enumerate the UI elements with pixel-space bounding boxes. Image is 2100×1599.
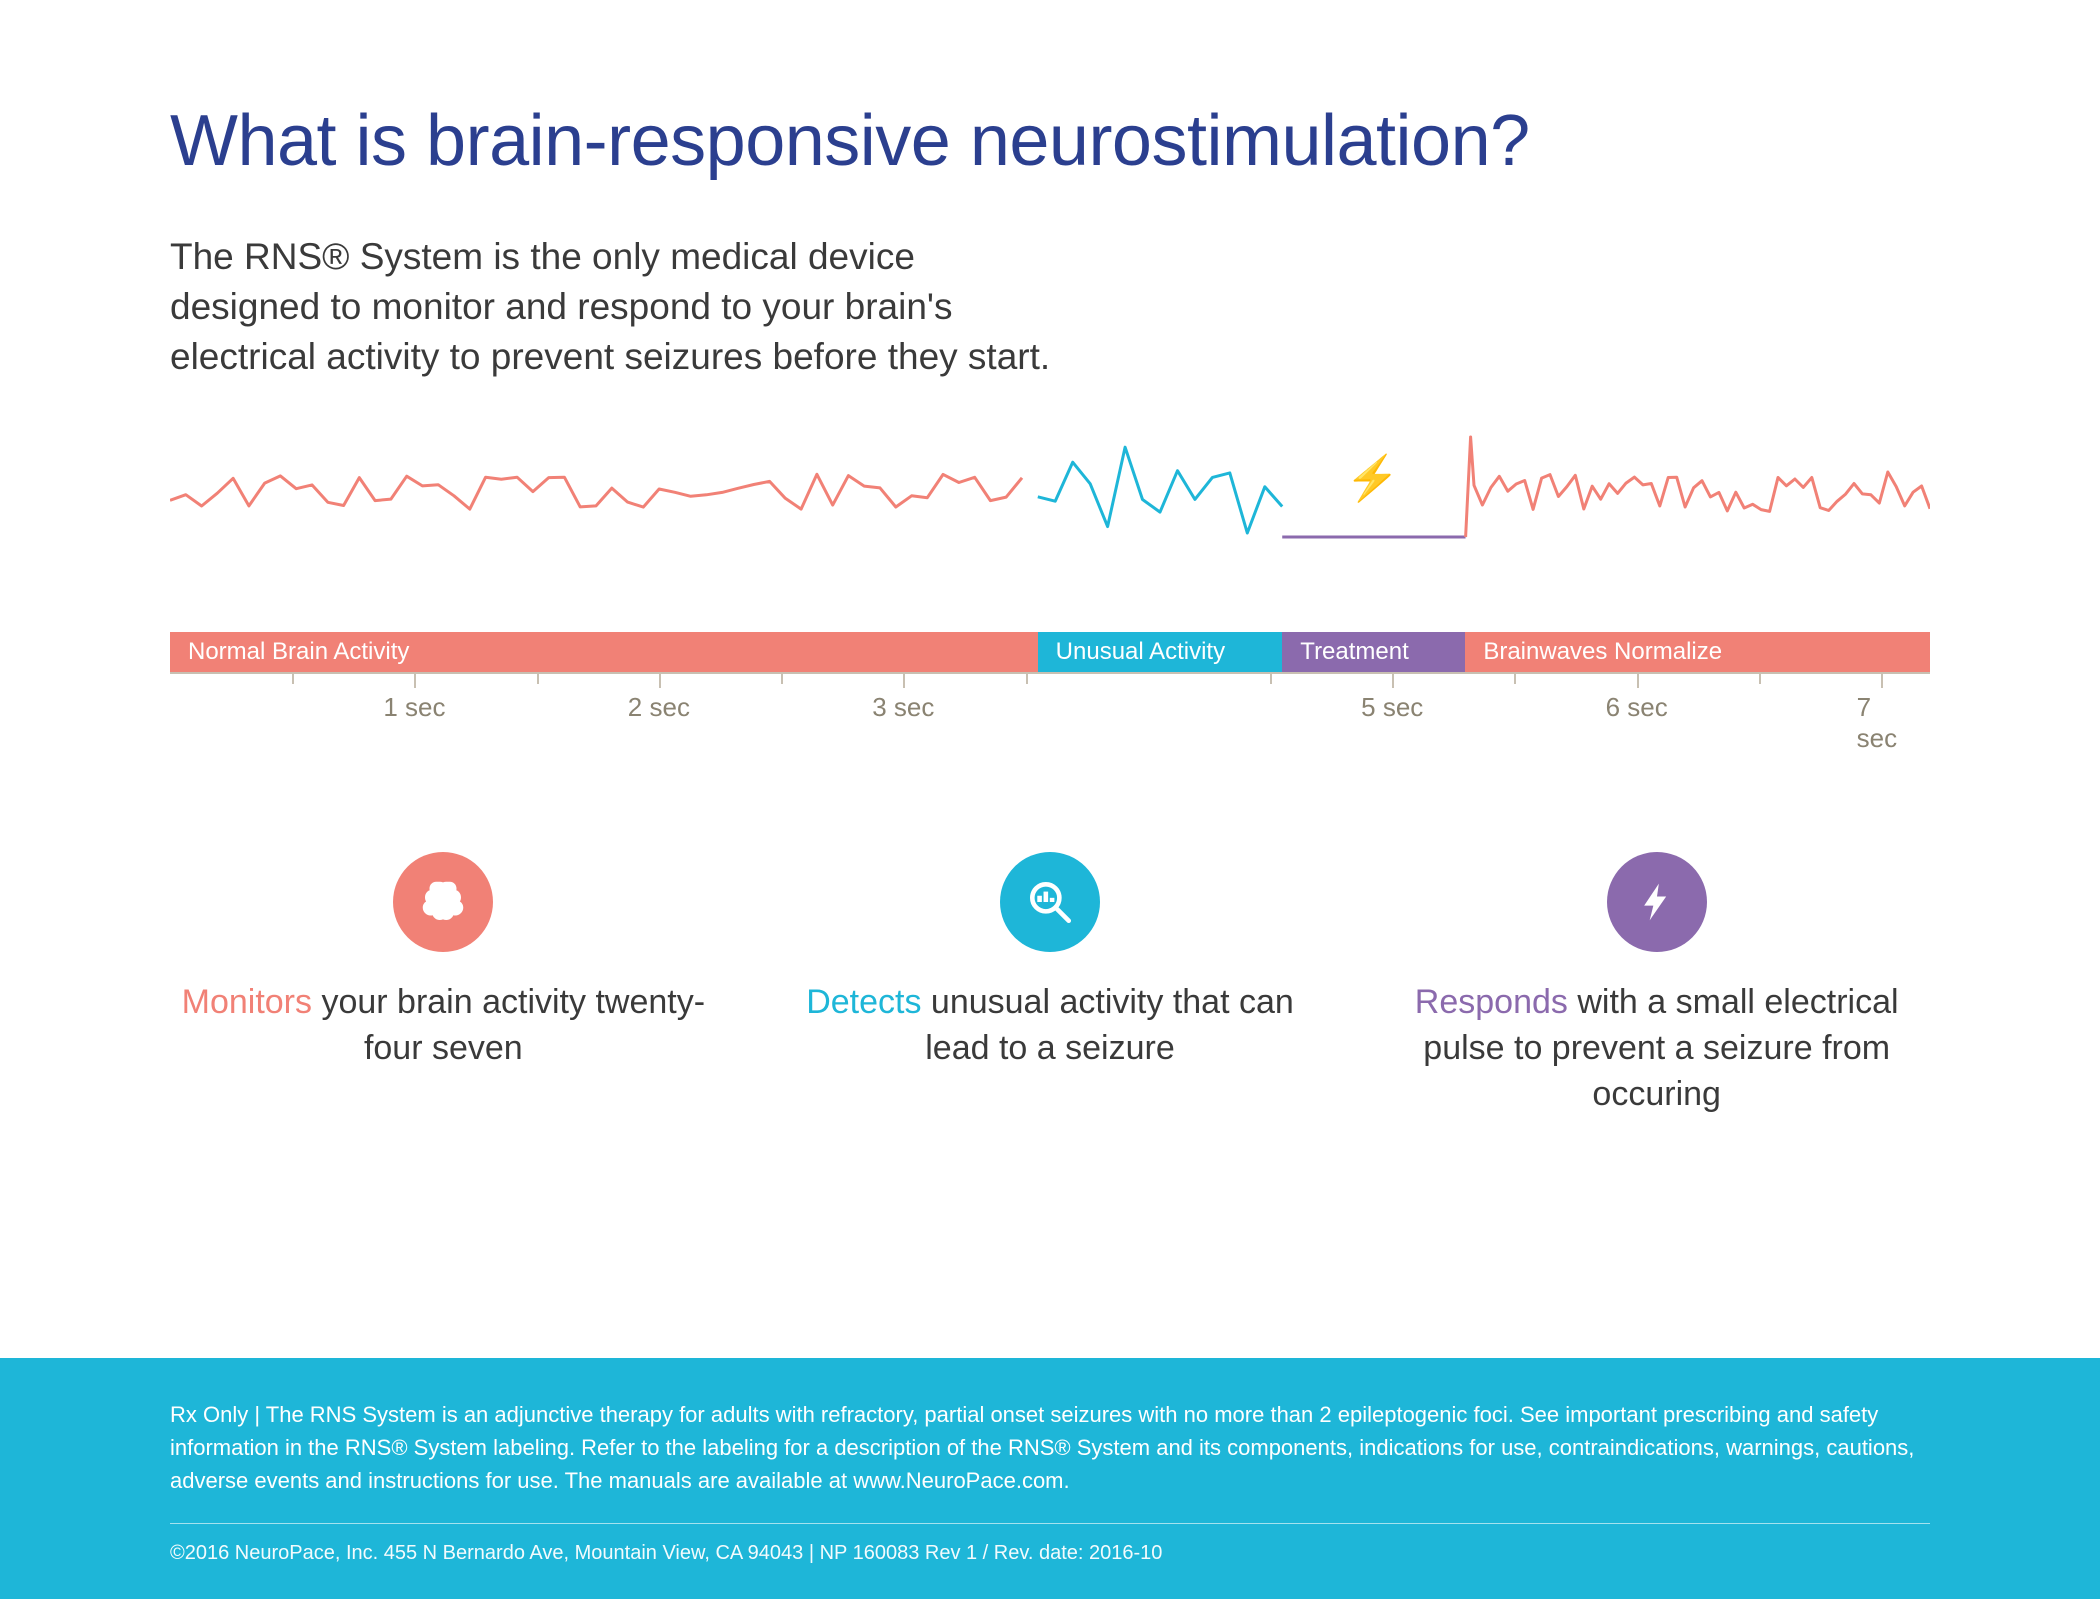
phase-segment: Brainwaves Normalize [1465, 632, 1930, 672]
waveform-unusual [1038, 447, 1282, 533]
phase-segment: Unusual Activity [1038, 632, 1283, 672]
axis-tick-label: 3 sec [872, 692, 934, 723]
feature-brain: Monitors your brain activity twenty-four… [170, 852, 717, 1118]
feature-text: Monitors your brain activity twenty-four… [170, 980, 717, 1072]
axis-tick [414, 674, 416, 688]
phase-segment: Treatment [1282, 632, 1465, 672]
axis-tick-label: 5 sec [1361, 692, 1423, 723]
treatment-bolt-icon: ⚡ [1345, 452, 1400, 504]
phase-segment: Normal Brain Activity [170, 632, 1038, 672]
feature-bolt: Responds with a small electrical pulse t… [1383, 852, 1930, 1118]
axis-tick-label: 1 sec [383, 692, 445, 723]
phase-bar: Normal Brain ActivityUnusual ActivityTre… [170, 632, 1930, 672]
brain-icon [393, 852, 493, 952]
footer-disclaimer: Rx Only | The RNS System is an adjunctiv… [170, 1398, 1930, 1524]
eeg-waveform-svg [170, 352, 1930, 632]
axis-tick [1026, 674, 1028, 684]
page-title: What is brain-responsive neurostimulatio… [170, 100, 1930, 182]
axis-tick [1759, 674, 1761, 684]
waveform-normal1 [170, 474, 1022, 509]
time-axis: 1 sec2 sec3 sec5 sec6 sec7 sec [170, 672, 1930, 742]
axis-tick-label: 6 sec [1606, 692, 1668, 723]
axis-tick [1514, 674, 1516, 684]
feature-row: Monitors your brain activity twenty-four… [170, 852, 1930, 1118]
axis-tick [903, 674, 905, 688]
feature-text: Detects unusual activity that can lead t… [777, 980, 1324, 1072]
axis-tick [292, 674, 294, 684]
feature-magnifier: Detects unusual activity that can lead t… [777, 852, 1324, 1118]
footer: Rx Only | The RNS System is an adjunctiv… [0, 1358, 2100, 1599]
waveform-normal2 [1466, 437, 1930, 537]
axis-tick [1637, 674, 1639, 688]
eeg-chart: ⚡ [170, 352, 1930, 632]
axis-tick [1270, 674, 1272, 684]
magnifier-icon [1000, 852, 1100, 952]
axis-tick [1881, 674, 1883, 688]
axis-tick [659, 674, 661, 688]
feature-text: Responds with a small electrical pulse t… [1383, 980, 1930, 1118]
bolt-icon [1607, 852, 1707, 952]
axis-tick [537, 674, 539, 684]
axis-tick [1392, 674, 1394, 688]
axis-tick-label: 7 sec [1857, 692, 1906, 754]
axis-tick [781, 674, 783, 684]
main-content: What is brain-responsive neurostimulatio… [0, 0, 2100, 1117]
axis-tick-label: 2 sec [628, 692, 690, 723]
footer-copyright: ©2016 NeuroPace, Inc. 455 N Bernardo Ave… [170, 1524, 1930, 1565]
